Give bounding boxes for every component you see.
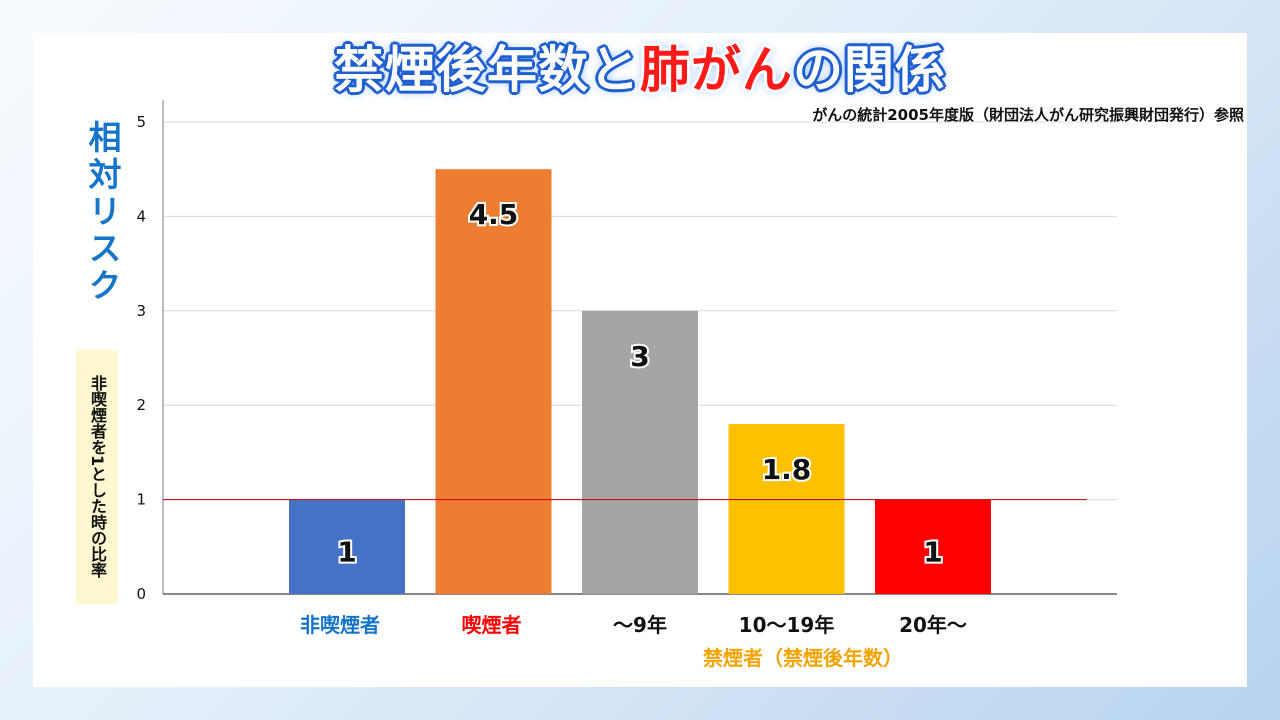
x-category-label: 10～19年	[739, 613, 835, 637]
title-part1: 禁煙後年数と	[334, 41, 640, 99]
x-category-label: 喫煙者	[462, 613, 522, 637]
chart-title: 禁煙後年数と肺がんの関係	[0, 38, 1280, 102]
x-category-label: 20年～	[899, 613, 967, 637]
bar	[435, 169, 552, 594]
x-category-label: 非喫煙者	[300, 613, 380, 637]
bar-value-label: 3	[630, 340, 649, 373]
bar-value-label: 4.5	[469, 198, 519, 231]
title-highlight: 肺がん	[640, 41, 793, 99]
y-tick-label: 1	[136, 491, 146, 509]
bar	[582, 310, 698, 594]
y-axis-label: 相対リスク	[83, 120, 122, 305]
bar	[289, 499, 405, 594]
source-note: がんの統計2005年度版（財団法人がん研究振興財団発行）参照	[812, 106, 1244, 124]
group-label: 禁煙者（禁煙後年数）	[703, 646, 903, 670]
y-tick-label: 0	[136, 585, 146, 603]
y-tick-label: 2	[136, 396, 146, 414]
y-axis-sublabel: 非喫煙者を1とした時の比率	[76, 350, 118, 604]
bar-value-label: 1.8	[762, 453, 812, 486]
bar	[728, 424, 845, 594]
bar-value-label: 1	[923, 536, 942, 569]
y-tick-label: 3	[136, 302, 146, 320]
bar-value-label: 1	[337, 536, 356, 569]
x-category-label: ～9年	[613, 613, 667, 637]
y-tick-label: 5	[136, 113, 146, 131]
y-tick-label: 4	[136, 207, 146, 225]
bar	[875, 499, 991, 594]
title-part2: の関係	[793, 41, 946, 99]
